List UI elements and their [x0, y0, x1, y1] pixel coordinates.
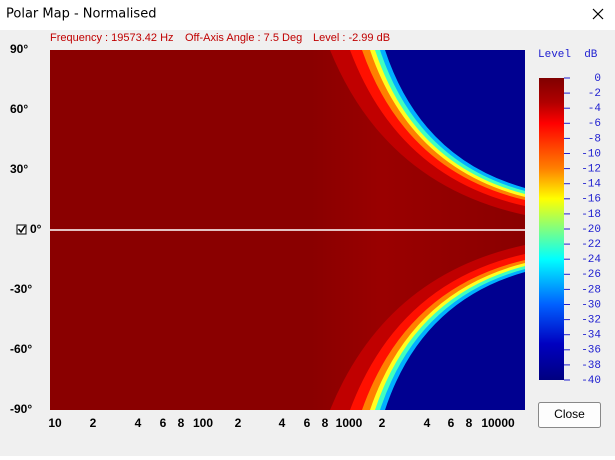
y-tick-label: 60° — [10, 102, 28, 116]
colorbar-label: -12 — [581, 164, 601, 176]
colorbar-label: -4 — [588, 103, 602, 115]
close-button[interactable]: Close — [538, 402, 601, 428]
x-tick-label: 10000 — [481, 416, 515, 430]
close-label: Close — [554, 407, 585, 421]
colorbar-label: -6 — [588, 118, 601, 130]
x-tick-label: 6 — [448, 416, 455, 430]
x-tick-label: 2 — [235, 416, 242, 430]
y-tick-label: 30° — [10, 162, 28, 176]
colorbar-label: -30 — [581, 299, 601, 311]
x-tick-label: 4 — [279, 416, 286, 430]
y-tick-label: -30° — [10, 282, 32, 296]
x-tick-label: 2 — [379, 416, 386, 430]
colorbar-label: -26 — [581, 269, 601, 281]
x-tick-label: 8 — [322, 416, 329, 430]
x-tick-label: 10 — [48, 416, 62, 430]
colorbar-label: -20 — [581, 224, 601, 236]
window-title: Polar Map - Normalised — [6, 7, 156, 22]
colorbar-label: -22 — [581, 239, 601, 251]
x-tick-label: 1000 — [336, 416, 363, 430]
x-tick-label: 100 — [193, 416, 213, 430]
info-text: Level : -2.99 dB — [313, 32, 390, 44]
y-tick-label: 90° — [10, 42, 28, 56]
x-tick-label: 4 — [135, 416, 142, 430]
y-tick-label: -60° — [10, 342, 32, 356]
x-tick-label: 4 — [424, 416, 431, 430]
checkbox[interactable] — [16, 224, 27, 235]
colorbar-label: -36 — [581, 345, 601, 357]
x-tick-label: 2 — [90, 416, 97, 430]
colorbar-label: 0 — [594, 73, 601, 85]
title-bar — [0, 0, 615, 30]
x-tick-label: 8 — [466, 416, 473, 430]
colorbar-title: Level dB — [538, 49, 598, 61]
colorbar-label: -24 — [581, 254, 601, 266]
colorbar-label: -34 — [581, 330, 601, 342]
colorbar-label: -16 — [581, 194, 601, 206]
colorbar — [539, 78, 564, 380]
info-text: Frequency : 19573.42 Hz — [50, 32, 174, 44]
colorbar-label: -32 — [581, 315, 601, 327]
close-x[interactable] — [592, 8, 604, 20]
colorbar-label: -8 — [588, 133, 601, 145]
colorbar-label: -18 — [581, 209, 601, 221]
colorbar-label: -38 — [581, 360, 601, 372]
x-tick-label: 6 — [160, 416, 167, 430]
y-tick-label: -90° — [10, 402, 32, 416]
colorbar-label: -14 — [581, 179, 601, 191]
checkmark — [17, 225, 26, 234]
colorbar-label: -40 — [581, 375, 601, 387]
info-text: Off-Axis Angle : 7.5 Deg — [185, 32, 302, 44]
colorbar-label: -28 — [581, 284, 601, 296]
y-tick-label: 0° — [30, 222, 42, 236]
x-tick-label: 8 — [178, 416, 185, 430]
colorbar-label: -10 — [581, 148, 601, 160]
colorbar-label: -2 — [588, 88, 601, 100]
x-tick-label: 6 — [304, 416, 311, 430]
